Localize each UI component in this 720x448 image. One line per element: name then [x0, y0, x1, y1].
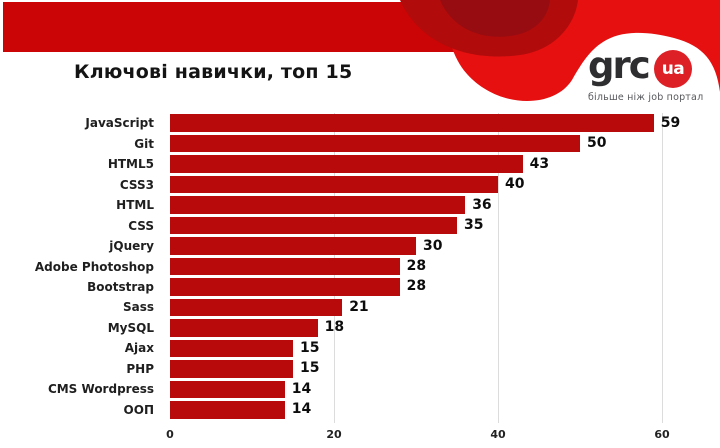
gridline-x60: [662, 113, 663, 423]
category-label: HTML: [116, 198, 154, 213]
category-label: PHP: [126, 361, 154, 376]
bar: [170, 216, 457, 235]
x-axis-tick-label: 60: [654, 428, 670, 441]
banner-bar: [3, 2, 460, 52]
value-label: 15: [300, 339, 320, 356]
category-label: CMS Wordpress: [47, 382, 154, 397]
chart-row: CMS Wordpress 14: [0, 379, 720, 399]
bar: [170, 175, 498, 194]
category-label: Bootstrap: [87, 279, 154, 294]
logo-ua-badge: ua: [654, 50, 692, 88]
bar: [170, 134, 580, 153]
category-label: jQuery: [109, 239, 154, 254]
chart-row: Sass 21: [0, 297, 720, 317]
value-label: 14: [291, 401, 312, 418]
value-label: 50: [587, 135, 607, 152]
value-label: 15: [300, 360, 320, 377]
chart-row: Ajax 15: [0, 338, 720, 358]
chart-title: Ключові навички, топ 15: [74, 61, 353, 83]
category-label: Git: [134, 136, 154, 151]
bar: [170, 257, 400, 276]
chart-row: HTML 36: [0, 195, 720, 215]
value-label: 43: [529, 155, 550, 172]
category-label: MySQL: [107, 320, 154, 335]
chart-row: MySQL 18: [0, 318, 720, 338]
value-label: 14: [291, 380, 312, 397]
chart-row: JavaScript 59: [0, 113, 720, 133]
chart-row: CSS 35: [0, 215, 720, 235]
logo-text: grc: [588, 44, 651, 87]
value-label: 40: [505, 176, 525, 193]
chart-row: CSS3 40: [0, 174, 720, 194]
chart-row: Bootstrap 28: [0, 277, 720, 297]
value-label: 30: [423, 237, 443, 254]
chart-row: PHP 15: [0, 359, 720, 379]
category-label: HTML5: [107, 157, 154, 172]
category-label: Ajax: [124, 341, 154, 356]
category-label: ООП: [123, 402, 154, 417]
value-label: 35: [464, 217, 484, 234]
category-label: CSS: [128, 218, 154, 233]
category-label: CSS3: [119, 177, 154, 192]
bar: [170, 114, 654, 132]
category-label: Adobe Photoshop: [34, 259, 154, 274]
brand-swoosh-darker: [440, 0, 550, 37]
x-axis: 0 20 40 60: [166, 426, 686, 446]
bar: [170, 298, 343, 317]
chart-row: ООП 14: [0, 400, 720, 420]
header-brand-art: [3, 0, 720, 101]
chart-row: HTML5 43: [0, 154, 720, 174]
logo-line: grc ua: [588, 44, 718, 90]
value-label: 28: [406, 258, 427, 275]
bar: [170, 155, 523, 173]
logo: grc ua більше ніж job портал: [588, 44, 718, 103]
value-label: 28: [406, 278, 427, 295]
bar: [170, 237, 416, 255]
bar-chart: JavaScript 59 Git 50 HTML5 43 CSS3 40 HTML 36 CSS 3…: [0, 113, 720, 443]
x-axis-tick-label: 20: [326, 428, 342, 441]
chart-row: Adobe Photoshop 28: [0, 256, 720, 276]
chart-row: Git 50: [0, 133, 720, 153]
value-label: 59: [660, 114, 681, 131]
bar: [170, 339, 293, 358]
bar: [170, 380, 285, 399]
logo-tagline: більше ніж job портал: [588, 92, 704, 103]
x-axis-tick-label: 0: [166, 428, 174, 441]
value-label: 21: [349, 298, 369, 315]
chart-row: jQuery 30: [0, 236, 720, 256]
value-label: 18: [324, 319, 345, 336]
category-label: Sass: [122, 300, 154, 315]
value-label: 36: [472, 196, 492, 213]
chart-rows: JavaScript 59 Git 50 HTML5 43 CSS3 40 HTML 36 CSS 3…: [0, 113, 720, 420]
gridline-x40: [498, 113, 499, 423]
bar: [170, 196, 466, 214]
x-axis-tick-label: 40: [490, 428, 506, 441]
bar: [170, 278, 400, 296]
bar: [170, 401, 285, 419]
bar: [170, 319, 318, 337]
category-label: JavaScript: [85, 116, 154, 131]
bar: [170, 360, 293, 378]
